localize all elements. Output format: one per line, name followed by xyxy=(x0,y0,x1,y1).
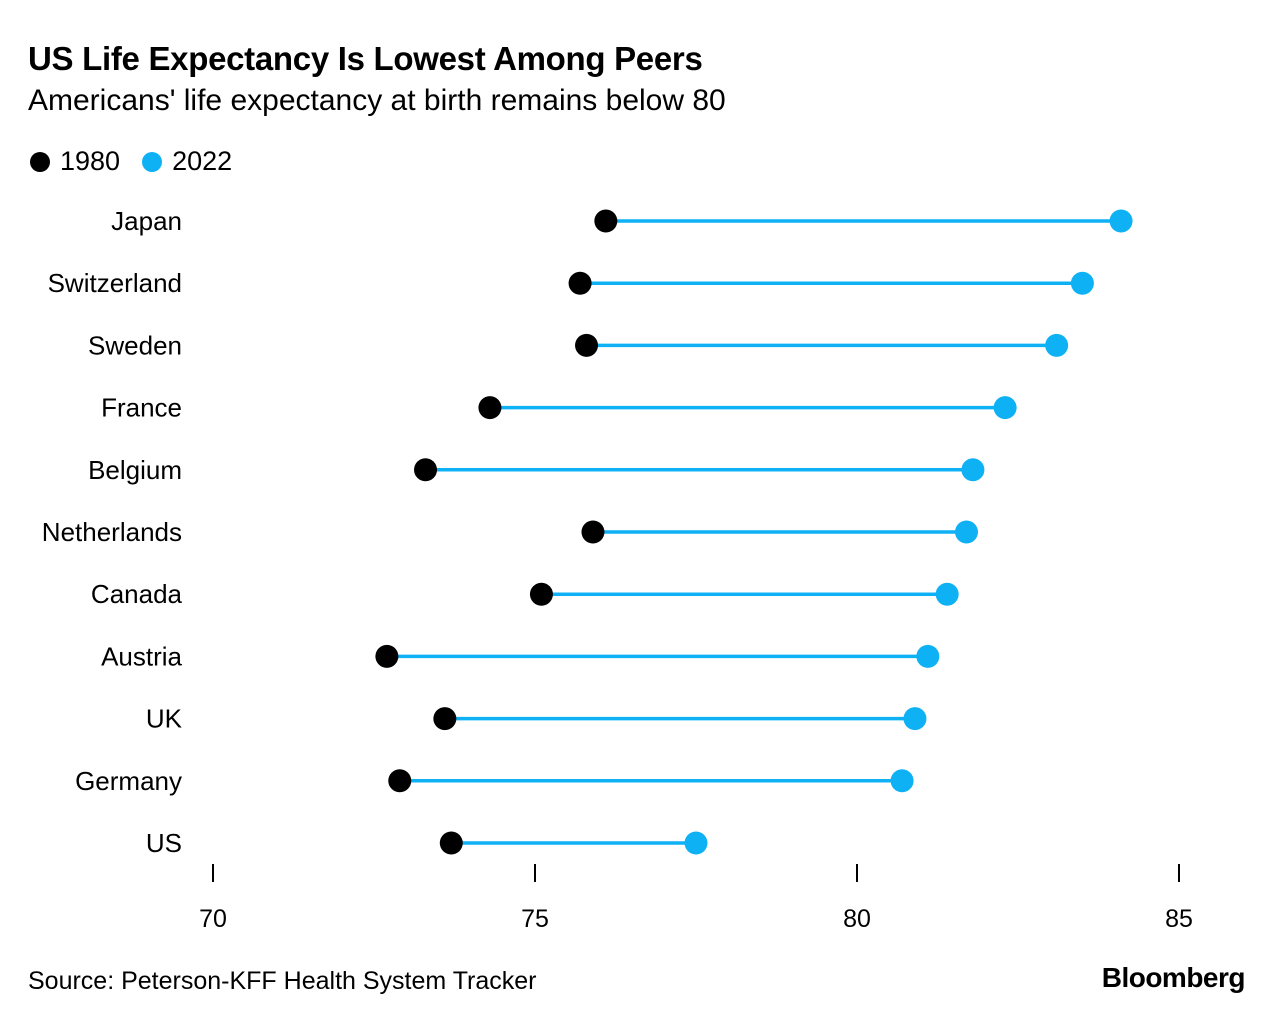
dot-1980-japan xyxy=(594,209,618,233)
dot-2022-belgium xyxy=(961,458,985,482)
country-label-netherlands: Netherlands xyxy=(42,517,182,547)
dot-1980-france xyxy=(478,396,502,420)
country-label-us: US xyxy=(146,828,182,858)
x-tick-label-70: 70 xyxy=(199,905,227,933)
chart-subtitle: Americans' life expectancy at birth rema… xyxy=(28,84,726,117)
dot-2022-switzerland xyxy=(1070,271,1094,295)
source-note: Source: Peterson-KFF Health System Track… xyxy=(28,967,537,995)
country-label-sweden: Sweden xyxy=(88,330,182,360)
country-label-japan: Japan xyxy=(111,206,182,236)
dot-1980-canada xyxy=(529,582,553,606)
dot-1980-austria xyxy=(375,644,399,668)
dot-2022-germany xyxy=(890,769,914,793)
country-label-france: France xyxy=(101,393,182,423)
country-label-uk: UK xyxy=(146,704,183,734)
dot-1980-germany xyxy=(388,769,412,793)
country-label-belgium: Belgium xyxy=(88,455,182,485)
legend: 1980 2022 xyxy=(30,146,254,177)
dot-1980-uk xyxy=(433,707,457,731)
dot-2022-sweden xyxy=(1045,333,1069,357)
dumbbell-chart: Japan Switzerland Sweden France Belgium Nethe… xyxy=(42,206,1193,933)
x-tick-label-75: 75 xyxy=(521,905,549,933)
country-label-austria: Austria xyxy=(101,641,182,671)
dot-2022-uk xyxy=(903,707,927,731)
dot-2022-france xyxy=(993,396,1017,420)
dot-1980-belgium xyxy=(414,458,438,482)
x-tick-label-80: 80 xyxy=(843,905,871,933)
dot-1980-switzerland xyxy=(568,271,592,295)
dot-2022-canada xyxy=(935,582,959,606)
country-label-germany: Germany xyxy=(75,766,182,796)
dot-2022-us xyxy=(684,831,708,855)
legend-dot-2022-icon xyxy=(142,151,163,172)
country-label-canada: Canada xyxy=(91,579,183,609)
legend-label-1980: 1980 xyxy=(60,146,121,176)
country-label-switzerland: Switzerland xyxy=(48,268,182,298)
legend-dot-1980-icon xyxy=(30,151,50,172)
bloomberg-logo: Bloomberg xyxy=(1101,962,1246,993)
dot-1980-us xyxy=(439,831,463,855)
dot-2022-japan xyxy=(1109,209,1133,233)
dot-2022-netherlands xyxy=(954,520,978,544)
legend-label-2022: 2022 xyxy=(172,146,233,176)
legend-item-1980: 1980 xyxy=(30,146,120,177)
dot-1980-netherlands xyxy=(581,520,605,544)
chart-title: US Life Expectancy Is Lowest Among Peers xyxy=(28,40,703,77)
legend-item-2022: 2022 xyxy=(142,146,232,177)
dot-2022-austria xyxy=(916,644,940,668)
x-tick-label-85: 85 xyxy=(1165,905,1193,933)
dot-1980-sweden xyxy=(575,333,599,357)
